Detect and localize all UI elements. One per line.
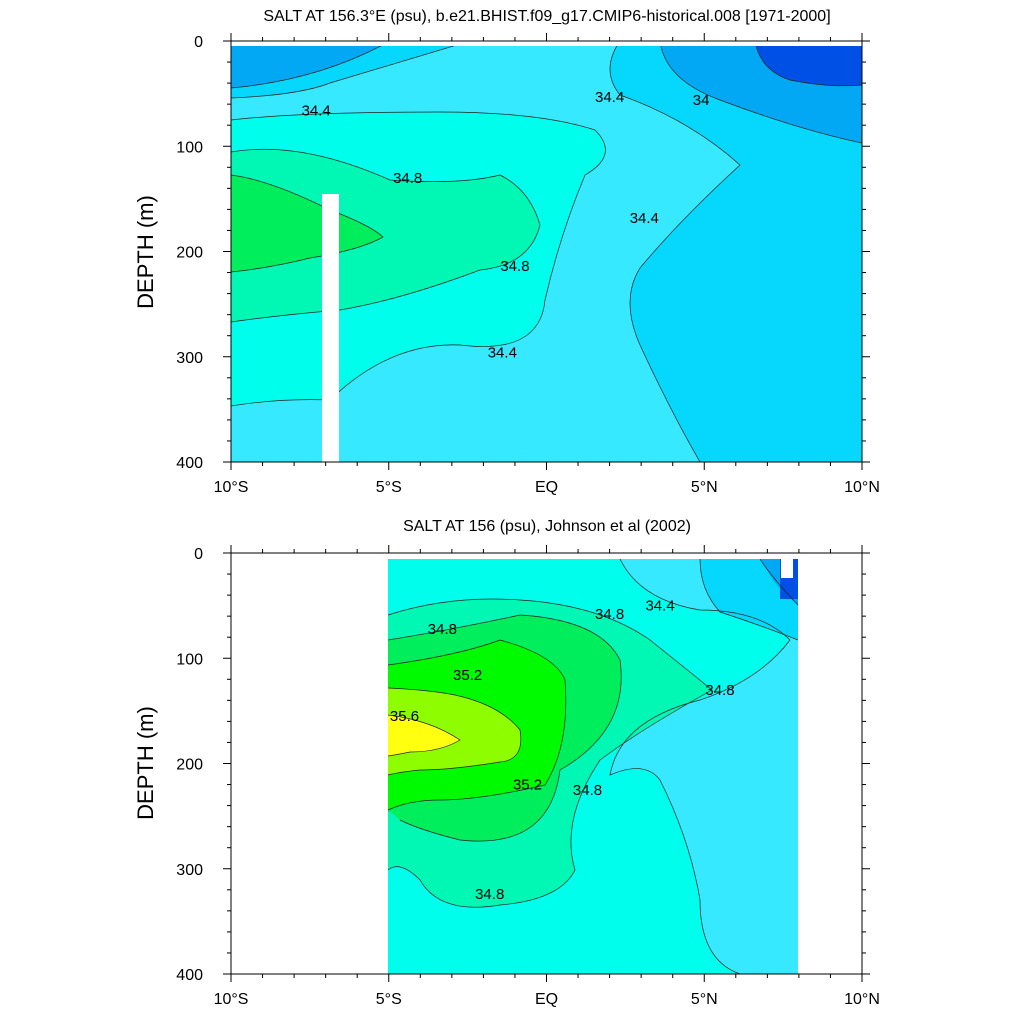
salinity-band-35-4-35-6	[388, 688, 521, 775]
contour-line	[754, 41, 862, 87]
contour-label: 35.2	[453, 667, 482, 684]
contour-line	[387, 687, 522, 776]
contour-line	[231, 174, 384, 273]
y-tick-label: 200	[176, 757, 203, 774]
contour-line	[231, 148, 541, 323]
x-tick-label: 5°S	[376, 991, 402, 1008]
panel-bottom: SALT AT 156 (psu), Johnson et al (2002)	[133, 518, 880, 1008]
y-tick-label: 400	[176, 967, 203, 984]
panel-bottom-title: SALT AT 156 (psu), Johnson et al (2002)	[403, 518, 691, 535]
missing-data-strip	[231, 41, 862, 46]
contour-label: 34.8	[428, 621, 457, 638]
axes-top: 10°S 5°S EQ 5°N 10°N 0 100 200 300 400	[176, 33, 880, 496]
x-tick-label: EQ	[535, 479, 558, 496]
salinity-band-lt-34-0	[755, 41, 862, 86]
contour-line	[387, 614, 622, 842]
x-tick-label: 10°S	[214, 479, 249, 496]
salinity-band-34-8-35-0	[231, 149, 540, 322]
contour-line	[659, 41, 862, 144]
contour-label: 34.4	[488, 345, 517, 362]
contour-line	[759, 558, 799, 606]
contour-label: 34.8	[475, 886, 504, 903]
y-tick-label: 0	[194, 546, 203, 563]
panel-bottom-ylabel: DEPTH (m)	[133, 706, 158, 820]
contour-label: 35.2	[513, 777, 542, 794]
contour-label: 34	[693, 92, 710, 109]
x-tick-label: 5°N	[691, 991, 718, 1008]
contour-label: 34.4	[630, 210, 659, 227]
panel-bottom-field	[387, 553, 799, 974]
contour-label: 34.4	[645, 598, 674, 615]
x-tick-label: 10°S	[214, 991, 249, 1008]
panel-top: SALT AT 156.3°E (psu), b.e21.BHIST.f09_g…	[133, 8, 880, 496]
y-tick-label: 400	[176, 455, 203, 472]
panel-top-title: SALT AT 156.3°E (psu), b.e21.BHIST.f09_g…	[263, 8, 830, 25]
salinity-band-34-2-34-4	[610, 41, 862, 462]
contour-line	[231, 41, 471, 99]
axes-bottom: 10°S 5°S EQ 5°N 10°N 0 100 200 300 400	[176, 545, 880, 1008]
contour-line	[231, 41, 391, 89]
x-tick-label: 5°S	[376, 479, 402, 496]
salinity-band-gt-35-6	[388, 715, 460, 756]
contour-labels-top: 34.4 34.8 34.8 34.4 34.4 34 34.4	[302, 89, 710, 362]
contour-label: 35.6	[390, 708, 419, 725]
contour-line	[609, 41, 741, 462]
y-tick-label: 0	[194, 34, 203, 51]
y-tick-label: 200	[176, 245, 203, 262]
salinity-band-35-0-35-2	[231, 175, 383, 272]
y-tick-label: 100	[176, 651, 203, 668]
x-tick-label: 10°N	[844, 479, 880, 496]
contour-line	[387, 598, 713, 908]
contour-line	[609, 558, 791, 974]
x-tick-label: 5°N	[691, 479, 718, 496]
contour-label: 34.8	[573, 782, 602, 799]
salinity-band-34-4-34-6	[610, 559, 798, 974]
contour-line	[231, 111, 606, 407]
missing-data-column	[322, 194, 339, 462]
contour-line	[387, 639, 567, 811]
contour-label: 34.8	[705, 682, 734, 699]
missing-data-strip	[781, 553, 793, 578]
y-tick-label: 300	[176, 862, 203, 879]
contour-label: 34.4	[302, 102, 331, 119]
x-tick-label: EQ	[535, 991, 558, 1008]
y-tick-label: 300	[176, 350, 203, 367]
salinity-band-34-0-34-2	[231, 41, 390, 88]
x-tick-label: 10°N	[844, 991, 880, 1008]
contour-label: 34.8	[595, 606, 624, 623]
panel-top-field	[231, 41, 862, 462]
contour-label: 34.8	[500, 258, 529, 275]
contour-label: 34.8	[393, 170, 422, 187]
panel-top-ylabel: DEPTH (m)	[133, 195, 158, 309]
contour-labels-bottom: 34.8 34.8 34.4 35.2 35.6 35.2 34.8 34.8 34.8	[390, 598, 735, 903]
contour-line	[387, 714, 461, 757]
y-tick-label: 100	[176, 139, 203, 156]
contour-line	[699, 558, 799, 641]
contour-label: 34.4	[595, 89, 624, 106]
